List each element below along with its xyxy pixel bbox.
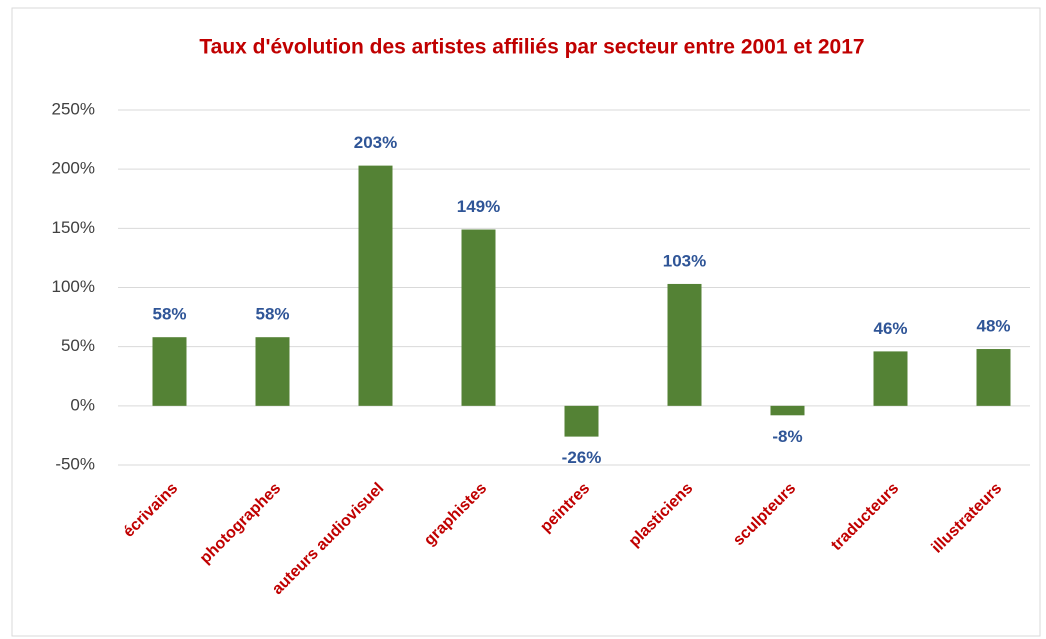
value-label: 58% (152, 305, 186, 324)
y-tick-label: -50% (55, 454, 95, 473)
value-label: 48% (976, 317, 1010, 336)
value-label: 58% (255, 305, 289, 324)
value-label: -26% (562, 448, 602, 467)
y-tick-label: 250% (52, 99, 95, 118)
y-tick-label: 200% (52, 159, 95, 178)
chart-title: Taux d'évolution des artistes affiliés p… (199, 36, 864, 59)
y-tick-label: 0% (70, 395, 95, 414)
y-tick-label: 150% (52, 218, 95, 237)
bar (461, 229, 496, 406)
value-label: -8% (772, 427, 802, 446)
bar (770, 405, 805, 416)
bar (667, 283, 702, 406)
value-label: 103% (663, 251, 706, 270)
y-tick-label: 100% (52, 277, 95, 296)
y-tick-label: 50% (61, 336, 95, 355)
bar (873, 351, 908, 406)
value-label: 203% (354, 133, 397, 152)
bar (358, 165, 393, 406)
bar (152, 337, 187, 406)
bar (564, 405, 599, 437)
value-label: 149% (457, 197, 500, 216)
chart-border (11, 7, 1041, 637)
bar (255, 337, 290, 406)
value-label: 46% (873, 319, 907, 338)
bar (976, 349, 1011, 406)
